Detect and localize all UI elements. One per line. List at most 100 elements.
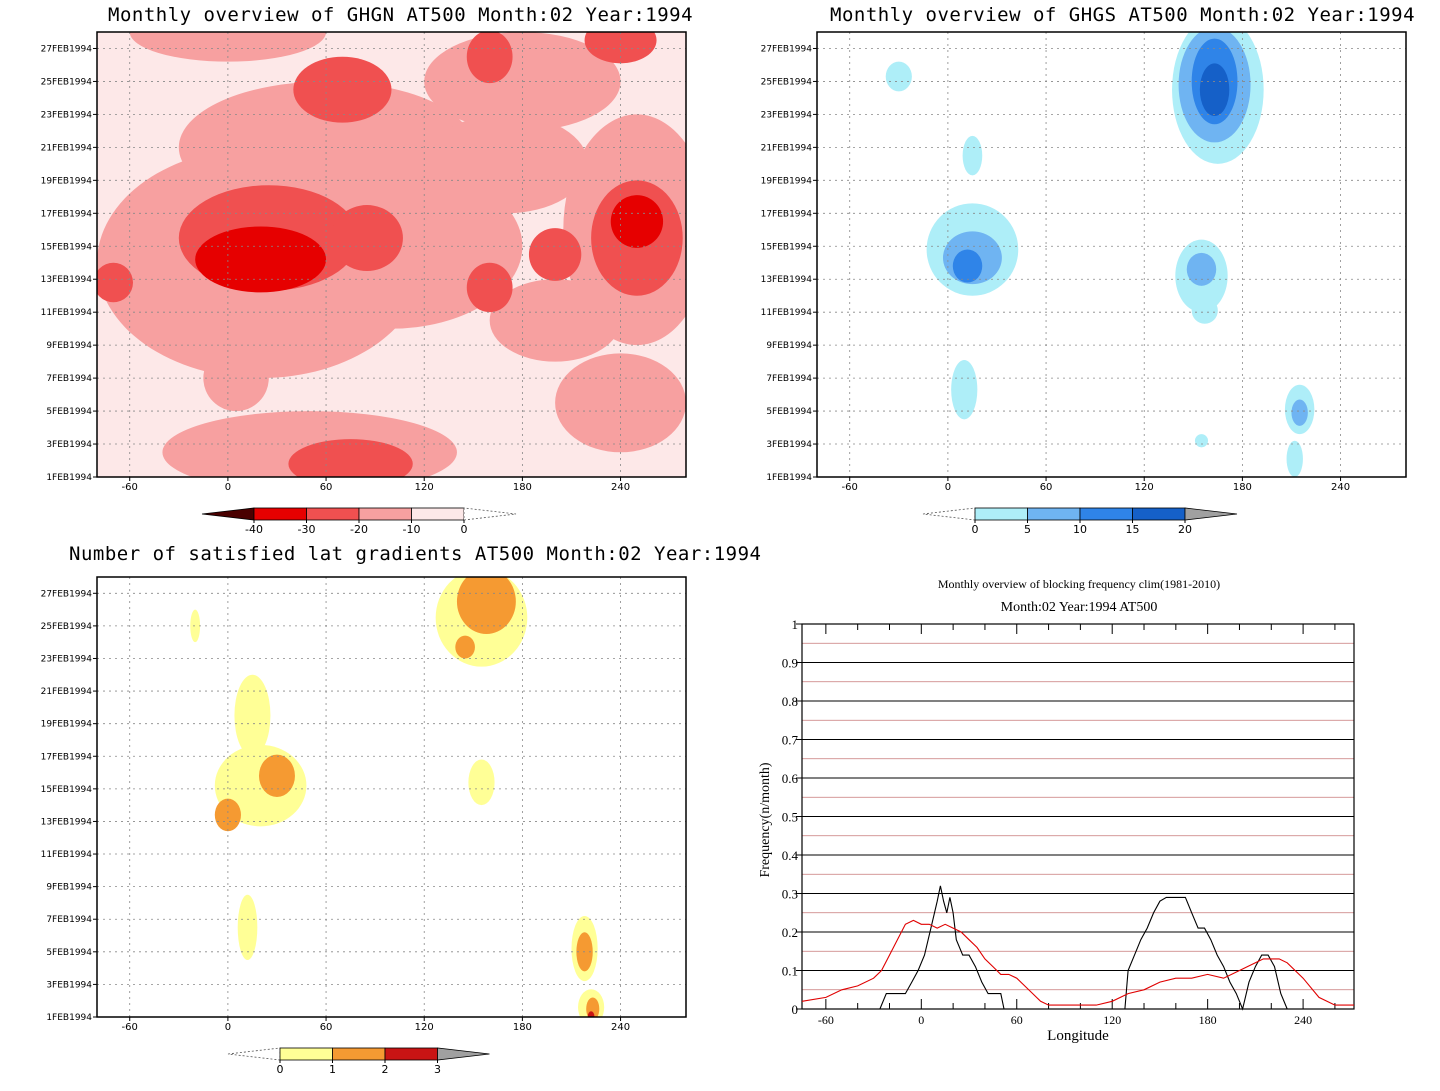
grad-ytick-label: 17FEB1994	[41, 752, 93, 762]
ghgn-colorbar-swatch	[306, 507, 360, 521]
ghgs-ytick-label: 9FEB1994	[766, 341, 812, 351]
ghgn-ytick-label: 5FEB1994	[46, 407, 92, 417]
frequency-ytick-label: 0.9	[782, 656, 798, 671]
grad-ytick-label: 1FEB1994	[46, 1013, 92, 1023]
ghgn-xtick-label: 180	[513, 482, 532, 493]
frequency-line-chart: Monthly overview of blocking frequency c…	[758, 577, 1355, 1044]
frequency-ytick-label: 0.1	[782, 964, 798, 979]
frequency-xtick-label: 60	[1011, 1013, 1023, 1027]
ghgn-panel: Monthly overview of GHGN AT500 Month:02 …	[0, 0, 720, 545]
grad-colorbar-swatch	[279, 1047, 333, 1061]
ghgn-plot-frame	[96, 31, 687, 478]
ghgn-ytick-label: 27FEB1994	[41, 44, 93, 54]
ghgs-contour-region	[1291, 399, 1308, 426]
ghgs-ytick-label: 25FEB1994	[761, 77, 813, 87]
grad-colorbar-swatch	[332, 1047, 386, 1061]
ghgn-contour-region	[97, 262, 133, 303]
ghgn-colorbar-swatch	[411, 507, 465, 521]
ghgn-colorbar-label: -40	[245, 523, 263, 536]
ghgs-colorbar-left-arrow	[922, 507, 976, 521]
ghgs-ytick-label: 27FEB1994	[761, 44, 813, 54]
ghgn-colorbar-swatch	[358, 507, 412, 521]
ghgn-colorbar-left-arrow	[201, 507, 255, 521]
ghgs-contour-region	[1186, 252, 1217, 286]
grad-ytick-label: 19FEB1994	[41, 720, 93, 730]
grad-xtick-label: 240	[611, 1022, 630, 1033]
ghgn-colorbar-swatch	[253, 507, 307, 521]
ghgn-ytick-label: 21FEB1994	[41, 143, 93, 153]
ghgn-ytick-label: 25FEB1994	[41, 77, 93, 87]
ghgs-ytick-label: 23FEB1994	[761, 110, 813, 120]
ghgs-ytick-label: 11FEB1994	[761, 308, 813, 318]
ghgn-xtick-label: -60	[122, 482, 138, 493]
grad-colorbar-label: 1	[329, 1063, 336, 1076]
ghgn-colorbar-label: -30	[298, 523, 316, 536]
ghgs-xtick-label: 60	[1040, 482, 1053, 493]
ghgn-contour-region	[555, 353, 686, 453]
ghgs-colorbar-label: 20	[1178, 523, 1192, 536]
frequency-xtick-label: 180	[1199, 1013, 1217, 1027]
ghgn-contour-region	[330, 205, 403, 271]
ghgs-xtick-label: 120	[1135, 482, 1154, 493]
ghgs-plot-frame	[816, 31, 1407, 478]
grad-colorbar-label: 3	[434, 1063, 441, 1076]
ghgn-contour-region	[293, 56, 392, 123]
ghgn-colorbar-label: 0	[461, 523, 468, 536]
ghgs-xtick-label: 240	[1331, 482, 1350, 493]
frequency-subtitle: Month:02 Year:1994 AT500	[1001, 600, 1158, 615]
grad-ytick-label: 23FEB1994	[41, 654, 93, 664]
grad-xtick-label: 60	[320, 1022, 333, 1033]
grad-contour-region	[214, 798, 241, 832]
ghgs-colorbar-label: 5	[1024, 523, 1031, 536]
grad-colorbar-left-arrow	[227, 1047, 281, 1061]
grad-ytick-label: 21FEB1994	[41, 687, 93, 697]
ghgs-colorbar-label: 15	[1126, 523, 1140, 536]
ghgs-plot-background	[817, 32, 1406, 477]
ghgs-contour-region	[1191, 297, 1218, 324]
grad-ytick-label: 27FEB1994	[41, 589, 93, 599]
ghgs-ytick-label: 15FEB1994	[761, 242, 813, 252]
ghgs-ytick-label: 19FEB1994	[761, 176, 813, 186]
grad-field	[190, 577, 605, 1017]
frequency-ytick-label: 0.8	[782, 694, 798, 709]
ghgn-ytick-label: 11FEB1994	[41, 308, 93, 318]
gradients-panel: Number of satisfied lat gradients AT500 …	[0, 540, 761, 1091]
ghgs-colorbar-swatch	[974, 507, 1028, 521]
grad-xtick-label: 180	[513, 1022, 532, 1033]
ghgs-colorbar-right-arrow	[1184, 507, 1238, 521]
frequency-series-climatology	[801, 919, 1354, 1006]
gradients-title: Number of satisfied lat gradients AT500 …	[69, 543, 762, 565]
ghgn-ytick-label: 19FEB1994	[41, 176, 93, 186]
ghgn-contour-region	[129, 32, 327, 62]
ghgn-xtick-label: 120	[415, 482, 434, 493]
grad-xtick-label: -60	[122, 1022, 138, 1033]
ghgn-ytick-label: 1FEB1994	[46, 473, 92, 483]
frequency-xtick-label: 240	[1294, 1013, 1312, 1027]
ghgn-ytick-label: 17FEB1994	[41, 209, 93, 219]
ghgs-contour-region	[951, 359, 978, 420]
ghgs-ytick-label: 17FEB1994	[761, 209, 813, 219]
grad-colorbar-label: 0	[277, 1063, 284, 1076]
frequency-title: Monthly overview of blocking frequency c…	[938, 577, 1220, 591]
grad-contour-region	[237, 894, 258, 960]
grad-ytick-label: 15FEB1994	[41, 785, 93, 795]
frequency-xtick-label: -60	[818, 1013, 834, 1027]
grad-ytick-label: 11FEB1994	[41, 850, 93, 860]
ghgn-ytick-label: 3FEB1994	[46, 440, 92, 450]
ghgn-contour-region	[528, 228, 582, 281]
ghgs-colorbar-label: 10	[1073, 523, 1087, 536]
ghgs-ytick-label: 3FEB1994	[766, 440, 812, 450]
ghgn-contour-region	[466, 32, 513, 84]
frequency-ytick-label: 0	[792, 1002, 799, 1017]
grad-contour-region	[190, 609, 201, 643]
gradients-heatmap: 1FEB1994 3FEB1994 5FEB1994 7FEB1994 9FEB1994…	[41, 576, 687, 1076]
ghgn-colorbar-right-arrow	[463, 507, 517, 521]
grad-contour-region	[258, 754, 295, 797]
ghgn-contour-region	[288, 439, 413, 477]
frequency-ytick-label: 0.6	[782, 771, 799, 786]
grad-xtick-label: 0	[225, 1022, 231, 1033]
grad-ytick-label: 13FEB1994	[41, 817, 93, 827]
ghgn-ytick-label: 9FEB1994	[46, 341, 92, 351]
grad-xtick-label: 120	[415, 1022, 434, 1033]
frequency-ytick-label: 0.4	[782, 848, 799, 863]
